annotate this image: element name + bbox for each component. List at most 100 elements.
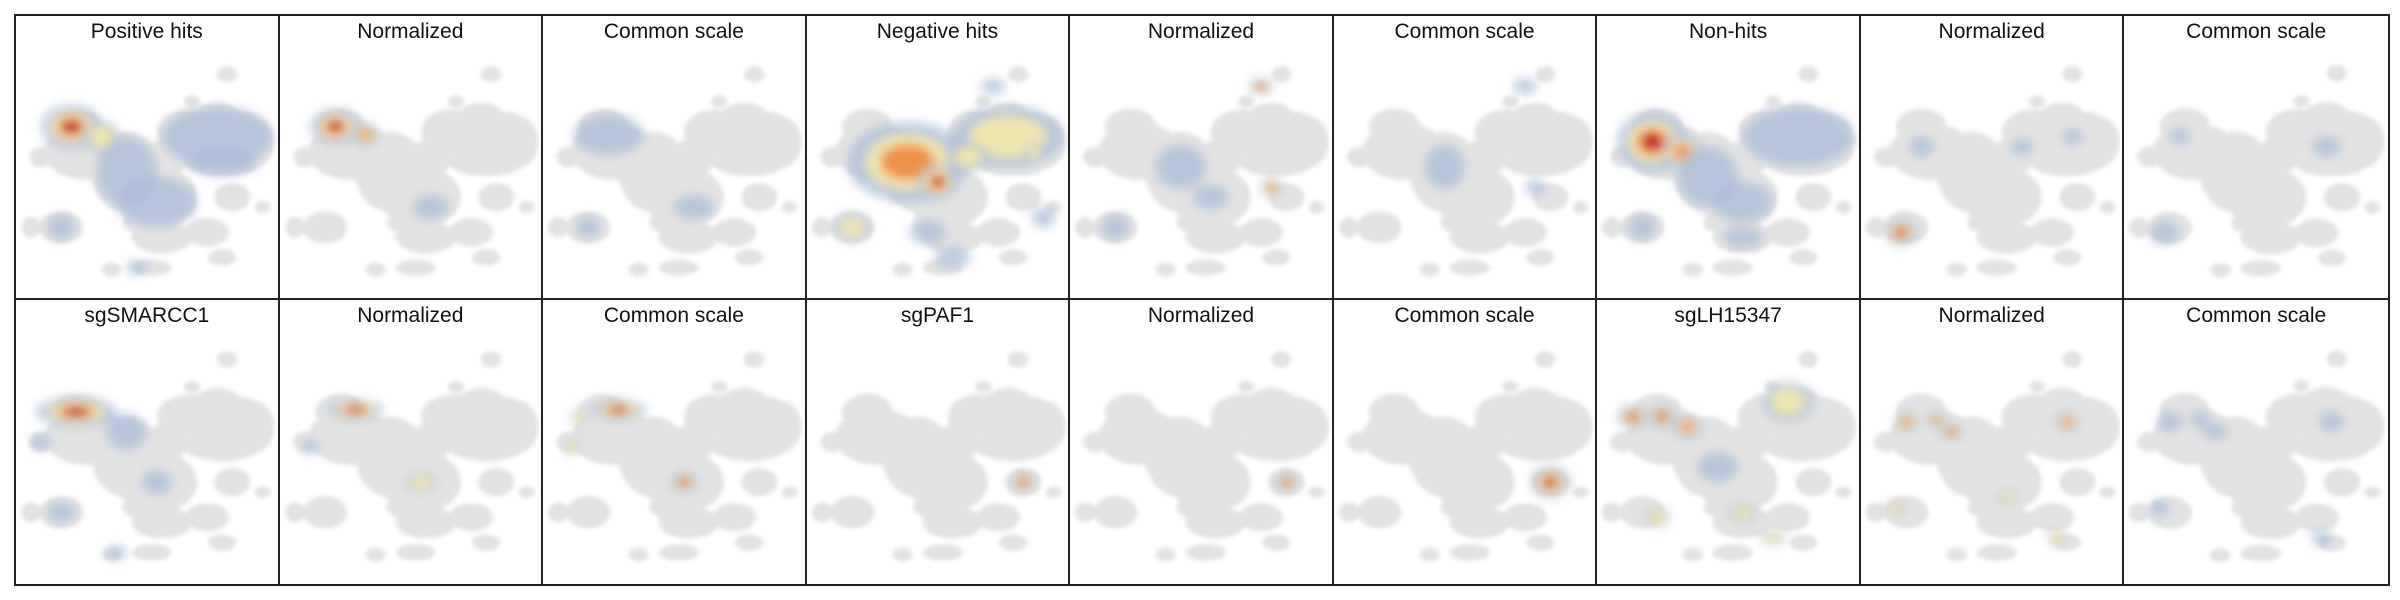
cell-region: [491, 396, 520, 417]
cell-region: [1075, 217, 1096, 238]
cell-region: [811, 217, 832, 238]
density-blob: [1283, 479, 1290, 485]
cell-region: [1282, 396, 1311, 417]
cell-region: [1238, 95, 1255, 108]
density-plot: [811, 66, 1066, 277]
cell-region: [2241, 260, 2282, 277]
cell-region: [2073, 111, 2102, 132]
density-blob: [1101, 215, 1130, 240]
cell-region: [1449, 221, 1510, 254]
cell-region: [2364, 486, 2381, 499]
cell-region: [2241, 221, 2302, 255]
cell-region: [2099, 201, 2116, 214]
cell-region: [658, 506, 720, 539]
cell-region: [2059, 468, 2096, 497]
cell-region: [1873, 146, 1899, 167]
cell-region: [1045, 486, 1062, 499]
cell-region: [1572, 486, 1589, 499]
cell-region: [628, 547, 649, 562]
cell-region: [1946, 262, 1967, 277]
cell-cloud: [284, 66, 539, 277]
density-blob: [1424, 144, 1465, 190]
density-blob: [1019, 479, 1027, 485]
cell-region: [975, 503, 1020, 532]
heatmap-panel: Common scale: [1333, 300, 1598, 584]
density-blob: [576, 217, 601, 238]
cell-region: [974, 432, 1052, 462]
cell-region: [2241, 506, 2302, 540]
cell-region: [214, 183, 251, 212]
density-blob: [65, 407, 88, 416]
cell-region: [1262, 534, 1291, 551]
cell-region: [1835, 201, 1852, 214]
density-blob: [1257, 84, 1265, 89]
cell-region: [1007, 66, 1028, 83]
cell-region: [480, 351, 501, 368]
cell-region: [658, 544, 700, 561]
cell-region: [447, 380, 464, 393]
cell-region: [1501, 432, 1579, 462]
cell-region: [184, 218, 230, 247]
cell-region: [811, 502, 832, 523]
cell-region: [2073, 396, 2102, 417]
cell-region: [302, 496, 347, 529]
density-blob: [88, 125, 115, 149]
cell-region: [1083, 146, 1108, 167]
cell-region: [2210, 263, 2231, 278]
cell-region: [1546, 396, 1575, 417]
density-blob: [1770, 387, 1807, 416]
density-blob: [327, 121, 342, 132]
density-blob: [116, 177, 198, 228]
panel-title: Common scale: [603, 20, 744, 43]
cell-region: [131, 544, 172, 561]
panel-title: Common scale: [1394, 304, 1535, 327]
density-blob: [1658, 413, 1667, 421]
cell-region: [448, 503, 493, 532]
cell-region: [2364, 201, 2381, 214]
cell-region: [744, 66, 765, 83]
panel-title: Positive hits: [90, 20, 203, 43]
density-blob: [953, 146, 982, 168]
cell-region: [1713, 259, 1754, 276]
cell-region: [1682, 547, 1703, 562]
cell-region: [2225, 451, 2307, 513]
cell-region: [471, 534, 500, 551]
cell-region: [491, 111, 520, 132]
density-blob: [573, 114, 644, 155]
cell-region: [2254, 423, 2299, 461]
density-blob: [1025, 144, 1041, 159]
cell-region: [21, 502, 42, 523]
cell-region: [819, 146, 844, 167]
density-blob: [2203, 423, 2228, 440]
cell-region: [395, 506, 456, 539]
density-blob: [839, 217, 865, 238]
cell-region: [1502, 218, 1548, 247]
cell-region: [1501, 147, 1579, 177]
panel-title: Negative hits: [876, 20, 999, 43]
cell-region: [1766, 503, 1811, 532]
panel-title: Normalized: [1938, 20, 2045, 43]
density-blob: [1697, 451, 1739, 483]
cell-region: [1976, 506, 2037, 539]
cell-region: [1502, 503, 1548, 532]
panel-title: Normalized: [1938, 304, 2045, 327]
cell-region: [2293, 147, 2371, 177]
cell-region: [447, 95, 464, 108]
cell-region: [1105, 393, 1156, 430]
density-blob: [106, 413, 147, 450]
panel-title: Common scale: [1394, 20, 1535, 43]
cell-region: [755, 111, 784, 132]
density-blob: [1642, 133, 1663, 151]
heatmap-panel: Common scale: [543, 300, 807, 584]
heatmap-panel: Common scale: [2124, 300, 2388, 584]
panel-title: Normalized: [357, 304, 464, 327]
cell-region: [1525, 534, 1555, 551]
cell-region: [1007, 351, 1028, 368]
cell-region: [2028, 95, 2045, 108]
cell-region: [302, 211, 347, 244]
cell-region: [1075, 502, 1096, 523]
density-blob: [1999, 491, 2014, 503]
cell-region: [1713, 506, 1774, 539]
cell-region: [628, 262, 649, 277]
heatmap-panel: Normalized: [1860, 300, 2125, 584]
